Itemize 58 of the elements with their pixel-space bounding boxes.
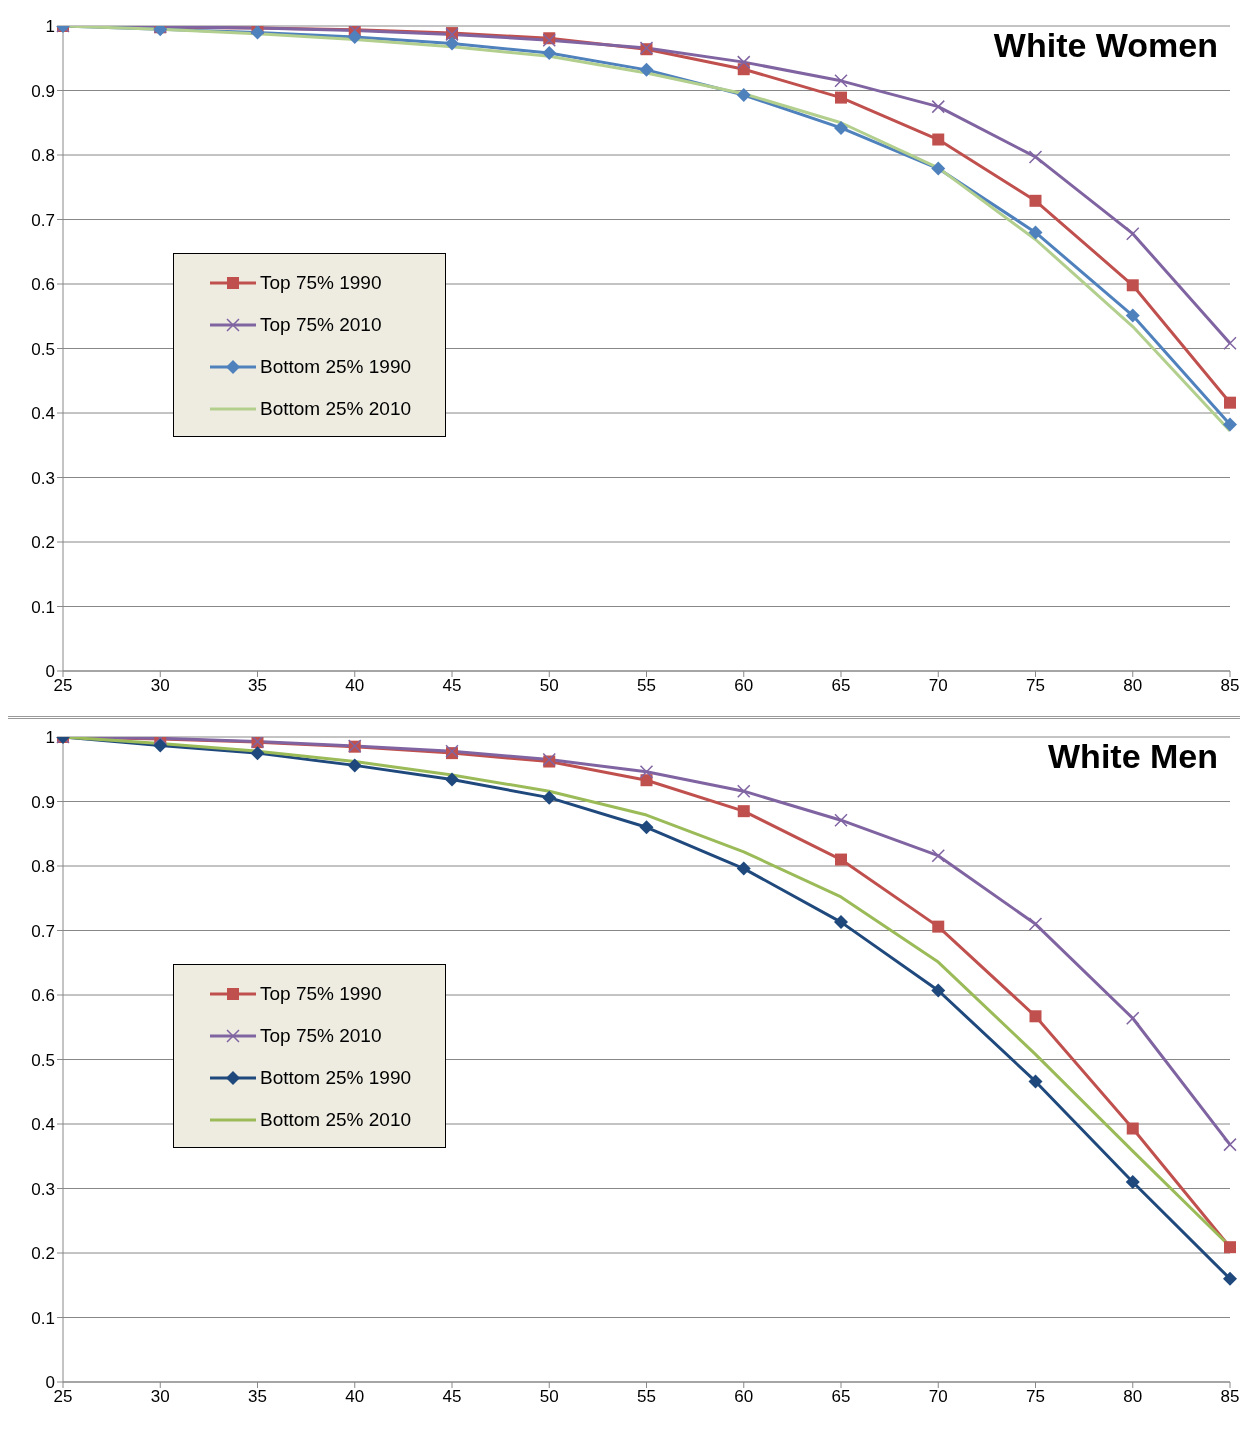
y-tick-label: 1	[45, 728, 55, 748]
x-tick-label: 70	[928, 1387, 948, 1407]
y-tick-label: 0.4	[31, 404, 55, 424]
y-tick-label: 0.4	[31, 1115, 55, 1135]
x-tick-label: 85	[1220, 676, 1240, 696]
y-tick-label: 0.5	[31, 1050, 55, 1070]
y-tick-label: 0.6	[31, 986, 55, 1006]
y-tick-label: 0.1	[31, 597, 55, 617]
x-tick-label: 40	[345, 1387, 365, 1407]
y-tick-label: 0.7	[31, 921, 55, 941]
legend-label: Top 75% 2010	[260, 1025, 382, 1047]
y-tick-label: 0.8	[31, 857, 55, 877]
x-tick-label: 30	[150, 676, 170, 696]
x-tick-label: 60	[734, 676, 754, 696]
x-tick-label: 25	[53, 676, 73, 696]
y-tick-label: 0.2	[31, 533, 55, 553]
legend-label: Top 75% 2010	[260, 314, 382, 336]
x-tick-label: 35	[248, 1387, 267, 1407]
y-tick-label: 0.9	[31, 81, 55, 101]
legend-label: Bottom 25% 2010	[260, 1109, 412, 1131]
x-tick-label: 55	[637, 1387, 656, 1407]
y-tick-label: 0.6	[31, 275, 55, 295]
x-tick-label: 30	[150, 1387, 170, 1407]
legend-label: Bottom 25% 2010	[260, 398, 412, 420]
x-tick-label: 75	[1026, 676, 1045, 696]
y-tick-label: 0.8	[31, 146, 55, 166]
x-tick-label: 55	[637, 676, 656, 696]
x-tick-label: 80	[1123, 1387, 1143, 1407]
x-tick-label: 70	[928, 676, 948, 696]
x-tick-label: 35	[248, 676, 267, 696]
x-tick-label: 40	[345, 676, 365, 696]
x-tick-label: 25	[53, 1387, 73, 1407]
x-tick-label: 80	[1123, 676, 1143, 696]
chart-title: White Men	[1048, 737, 1218, 776]
y-tick-label: 0.1	[31, 1308, 55, 1328]
legend-label: Bottom 25% 1990	[260, 1067, 412, 1089]
x-tick-label: 45	[442, 1387, 462, 1407]
chart-title: White Women	[993, 26, 1218, 65]
x-tick-label: 85	[1220, 1387, 1240, 1407]
y-tick-label: 0.3	[31, 468, 55, 488]
y-tick-label: 0.9	[31, 792, 55, 812]
x-tick-label: 65	[831, 1387, 851, 1407]
x-tick-label: 45	[442, 676, 462, 696]
y-tick-label: 0.7	[31, 210, 55, 230]
legend-label: Top 75% 1990	[260, 983, 382, 1005]
y-tick-label: 1	[45, 17, 55, 37]
x-tick-label: 65	[831, 676, 851, 696]
x-tick-label: 50	[539, 1387, 559, 1407]
legend-label: Bottom 25% 1990	[260, 356, 412, 378]
x-tick-label: 50	[539, 676, 559, 696]
x-tick-label: 60	[734, 1387, 754, 1407]
y-tick-label: 0	[45, 662, 55, 682]
y-tick-label: 0	[45, 1373, 55, 1393]
y-tick-label: 0.3	[31, 1179, 55, 1199]
y-tick-label: 0.5	[31, 339, 55, 359]
legend-label: Top 75% 1990	[260, 272, 382, 294]
x-tick-label: 75	[1026, 1387, 1045, 1407]
y-tick-label: 0.2	[31, 1244, 55, 1264]
